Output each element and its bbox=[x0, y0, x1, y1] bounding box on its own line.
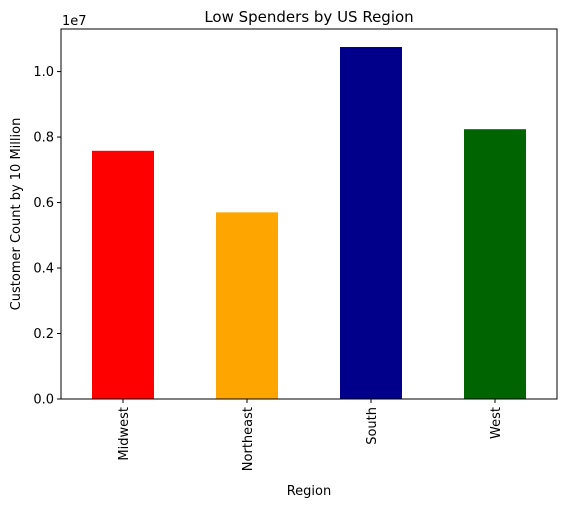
y-tick-label: 0.2 bbox=[33, 327, 54, 342]
x-axis-label: Region bbox=[287, 484, 332, 499]
chart-title: Low Spenders by US Region bbox=[204, 8, 413, 26]
bar-south bbox=[340, 47, 402, 399]
y-tick-label: 0.6 bbox=[33, 196, 54, 211]
y-tick-label: 0.4 bbox=[33, 262, 54, 277]
y-offset-label: 1e7 bbox=[62, 14, 87, 29]
y-tick-label: 0.8 bbox=[33, 131, 54, 146]
bars-group bbox=[92, 47, 526, 399]
x-ticks-group: Midwest Northeast South West bbox=[117, 399, 504, 471]
x-tick-label: Northeast bbox=[241, 407, 256, 471]
x-tick-label: West bbox=[489, 407, 504, 439]
y-tick-label: 1.0 bbox=[33, 65, 54, 80]
y-tick-label: 0.0 bbox=[33, 393, 54, 408]
bar-west bbox=[464, 129, 526, 399]
bar-northeast bbox=[216, 212, 278, 399]
x-tick-label: South bbox=[365, 407, 380, 445]
plot-frame bbox=[60, 28, 558, 400]
y-ticks-group: 0.0 0.2 0.4 0.6 0.8 1.0 bbox=[33, 65, 61, 408]
y-axis-label: Customer Count by 10 Million bbox=[9, 118, 24, 311]
bar-midwest bbox=[92, 150, 154, 399]
x-tick-label: Midwest bbox=[117, 407, 132, 461]
